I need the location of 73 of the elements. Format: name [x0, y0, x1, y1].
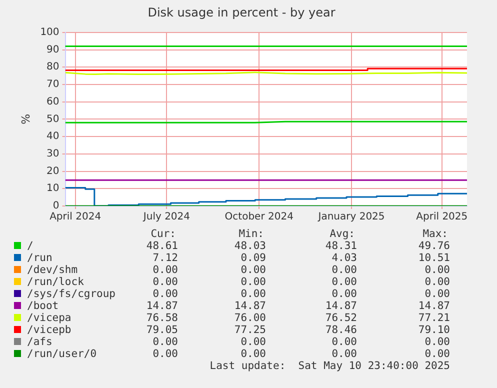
- text: 76.58: [146, 312, 178, 324]
- text: 78.46: [325, 324, 357, 336]
- text: 0.00: [152, 276, 178, 288]
- legend-label: /run: [27, 252, 52, 264]
- legend-label: /vicepa: [27, 312, 72, 324]
- text: 0.00: [152, 288, 178, 300]
- y-tick-label: 50: [46, 114, 60, 125]
- x-tick-label: July 2024: [142, 212, 190, 223]
- text: 0.00: [240, 276, 266, 288]
- y-tick-label: 0: [52, 200, 60, 212]
- text: 79.10: [418, 324, 450, 336]
- text: 0.00: [332, 264, 357, 276]
- legend-label: /boot: [27, 300, 59, 312]
- legend-label: /run/lock: [27, 276, 84, 288]
- y-tick-label: 80: [46, 62, 60, 73]
- text: Cur:: [150, 228, 176, 240]
- text: 48.03: [234, 240, 266, 252]
- y-tick-label: 20: [46, 166, 60, 177]
- legend-label: /dev/shm: [27, 264, 78, 276]
- text: 0.00: [332, 288, 357, 300]
- text: 0.00: [424, 288, 450, 300]
- text: 49.76: [418, 240, 450, 252]
- text: 76.00: [234, 312, 266, 324]
- text: 48.31: [325, 240, 357, 252]
- text: 0.00: [424, 348, 450, 360]
- y-tick-label: 30: [46, 148, 60, 160]
- text: Avg:: [330, 228, 355, 240]
- x-tick-label: April 2024: [50, 212, 102, 223]
- text: 7.12: [152, 252, 178, 264]
- text: 77.25: [234, 324, 266, 336]
- legend-label: /vicepb: [27, 324, 72, 336]
- y-tick-label: 10: [46, 183, 60, 194]
- x-tick-label: October 2024: [224, 212, 294, 223]
- text: Min:: [238, 228, 264, 240]
- y-tick-label: 60: [46, 96, 60, 108]
- text: 0.00: [240, 348, 266, 360]
- legend-label: /run/user/0: [27, 348, 97, 360]
- text: 0.00: [240, 288, 266, 300]
- text: Last update: Sat May 10 23:40:00 2025: [210, 360, 450, 372]
- text: 0.00: [152, 264, 178, 276]
- text: 76.52: [325, 312, 357, 324]
- y-tick-label: 100: [40, 26, 60, 38]
- text: 48.61: [146, 240, 178, 252]
- text: 4.03: [332, 252, 357, 264]
- text: 0.00: [332, 336, 357, 348]
- text: 79.05: [146, 324, 178, 336]
- text: 0.00: [240, 264, 266, 276]
- y-tick-label: 40: [46, 131, 60, 142]
- text: 14.87: [418, 300, 450, 312]
- y-tick-label: 70: [46, 79, 60, 90]
- legend-label: /sys/fs/cgroup: [27, 288, 116, 300]
- text: 0.00: [152, 336, 178, 348]
- x-tick-label: January 2025: [317, 212, 385, 223]
- text: 0.00: [152, 348, 178, 360]
- x-tick-label: April 2025: [416, 212, 468, 223]
- text: 10.51: [418, 252, 450, 264]
- chart-title: Disk usage in percent - by year: [148, 5, 336, 20]
- text: 0.00: [332, 348, 357, 360]
- text: 0.00: [240, 336, 266, 348]
- y-axis-title: %: [19, 114, 32, 124]
- legend-label: /afs: [27, 336, 52, 348]
- text: 0.00: [424, 276, 450, 288]
- legend-label: /: [27, 240, 34, 252]
- text: Max:: [422, 228, 448, 240]
- text: 0.00: [332, 276, 357, 288]
- text: 14.87: [146, 300, 178, 312]
- text: 0.00: [424, 264, 450, 276]
- text: 0.09: [240, 252, 266, 264]
- text: 77.21: [418, 312, 450, 324]
- text: 14.87: [234, 300, 266, 312]
- text: 14.87: [325, 300, 357, 312]
- text: 0.00: [424, 336, 450, 348]
- y-tick-label: 90: [46, 44, 60, 56]
